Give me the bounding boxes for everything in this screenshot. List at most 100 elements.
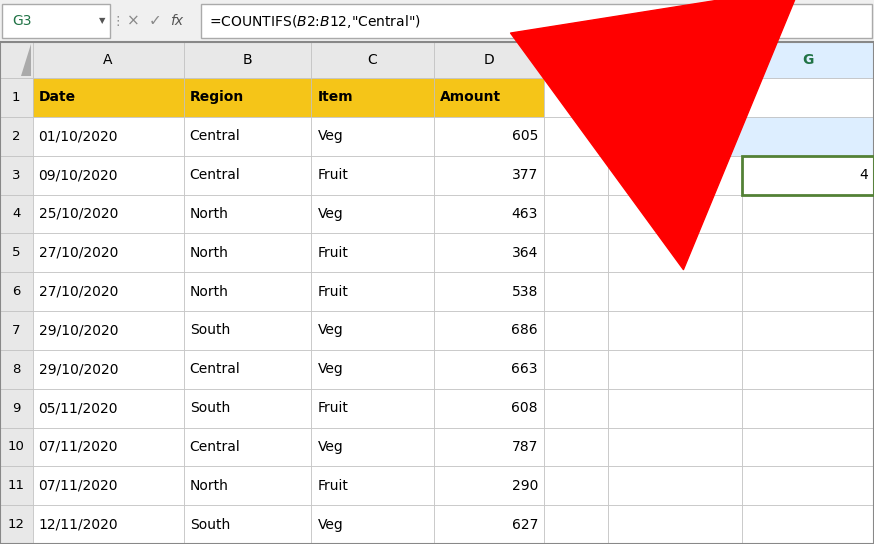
Text: A: A xyxy=(103,53,113,67)
Bar xyxy=(32,117,184,156)
Bar xyxy=(0,117,32,156)
Bar xyxy=(434,117,544,156)
Bar xyxy=(32,466,184,505)
Bar xyxy=(544,311,607,350)
Text: 605: 605 xyxy=(511,129,538,143)
Text: 364: 364 xyxy=(511,246,538,259)
Text: Central: Central xyxy=(190,168,240,182)
Bar xyxy=(544,272,607,311)
Bar xyxy=(741,78,874,117)
Bar xyxy=(32,388,184,428)
Text: 07/11/2020: 07/11/2020 xyxy=(38,479,118,493)
Bar xyxy=(544,156,607,195)
Bar xyxy=(0,272,32,311)
Bar xyxy=(311,428,434,466)
Text: 29/10/2020: 29/10/2020 xyxy=(38,362,118,376)
Bar xyxy=(311,505,434,544)
Bar xyxy=(0,311,32,350)
Text: Region: Region xyxy=(190,90,244,104)
Bar xyxy=(184,428,311,466)
Bar xyxy=(184,388,311,428)
Text: 4: 4 xyxy=(12,207,20,220)
Text: 1: 1 xyxy=(12,91,20,104)
Bar xyxy=(184,505,311,544)
Bar xyxy=(544,42,607,78)
Text: Veg: Veg xyxy=(317,324,343,337)
Text: fx: fx xyxy=(170,14,184,28)
Text: 5: 5 xyxy=(12,246,20,259)
Bar xyxy=(607,117,874,156)
Bar xyxy=(32,350,184,388)
Bar xyxy=(311,195,434,233)
Bar xyxy=(0,233,32,272)
Bar xyxy=(434,78,544,117)
Bar xyxy=(544,388,607,428)
Text: No of Orders: No of Orders xyxy=(616,129,721,144)
Text: 2: 2 xyxy=(12,130,20,143)
Text: 05/11/2020: 05/11/2020 xyxy=(38,401,118,415)
Text: Veg: Veg xyxy=(317,517,343,531)
Bar xyxy=(311,117,434,156)
Text: Veg: Veg xyxy=(317,207,343,221)
Bar xyxy=(184,272,311,311)
Text: 686: 686 xyxy=(511,324,538,337)
Bar xyxy=(311,350,434,388)
Bar xyxy=(434,311,544,350)
Bar xyxy=(0,156,32,195)
Text: 11: 11 xyxy=(8,479,24,492)
Text: ✓: ✓ xyxy=(149,14,162,28)
Bar xyxy=(607,233,741,272)
Text: Item: Item xyxy=(317,90,353,104)
Text: B: B xyxy=(243,53,253,67)
Text: North: North xyxy=(190,479,228,493)
Text: E: E xyxy=(572,53,580,67)
Text: 8: 8 xyxy=(12,363,20,376)
Text: 27/10/2020: 27/10/2020 xyxy=(38,285,118,299)
Bar xyxy=(184,78,311,117)
Text: 29/10/2020: 29/10/2020 xyxy=(38,324,118,337)
Bar xyxy=(434,156,544,195)
Text: Fruit: Fruit xyxy=(317,246,349,259)
Bar xyxy=(741,156,874,195)
Bar xyxy=(32,311,184,350)
Text: ▼: ▼ xyxy=(99,16,105,26)
Text: 07/11/2020: 07/11/2020 xyxy=(38,440,118,454)
Text: ×: × xyxy=(127,14,139,28)
Bar xyxy=(32,42,184,78)
Text: North: North xyxy=(190,207,228,221)
Text: Central: Central xyxy=(190,440,240,454)
Bar xyxy=(0,0,874,42)
Bar xyxy=(741,233,874,272)
Bar xyxy=(0,195,32,233)
Bar xyxy=(184,42,311,78)
Text: F: F xyxy=(670,53,679,67)
Text: Veg: Veg xyxy=(317,362,343,376)
Text: ⋮: ⋮ xyxy=(112,15,124,28)
Bar xyxy=(184,311,311,350)
Bar xyxy=(741,117,874,156)
Bar xyxy=(434,42,544,78)
Bar xyxy=(32,505,184,544)
Bar xyxy=(0,42,874,78)
Bar xyxy=(741,350,874,388)
Bar xyxy=(607,78,741,117)
Text: 9: 9 xyxy=(12,401,20,415)
Text: 12/11/2020: 12/11/2020 xyxy=(38,517,118,531)
Bar xyxy=(607,195,741,233)
Bar xyxy=(544,117,607,156)
Bar xyxy=(32,428,184,466)
Bar xyxy=(434,272,544,311)
Bar xyxy=(434,233,544,272)
Text: 627: 627 xyxy=(511,517,538,531)
Bar xyxy=(741,505,874,544)
Bar xyxy=(434,466,544,505)
Text: Central: Central xyxy=(614,168,664,182)
Bar xyxy=(184,350,311,388)
Text: 6: 6 xyxy=(12,285,20,298)
Bar xyxy=(607,428,741,466)
Text: D: D xyxy=(483,53,494,67)
Bar xyxy=(741,466,874,505)
Bar xyxy=(0,505,32,544)
Bar xyxy=(434,350,544,388)
Text: 12: 12 xyxy=(8,518,24,531)
